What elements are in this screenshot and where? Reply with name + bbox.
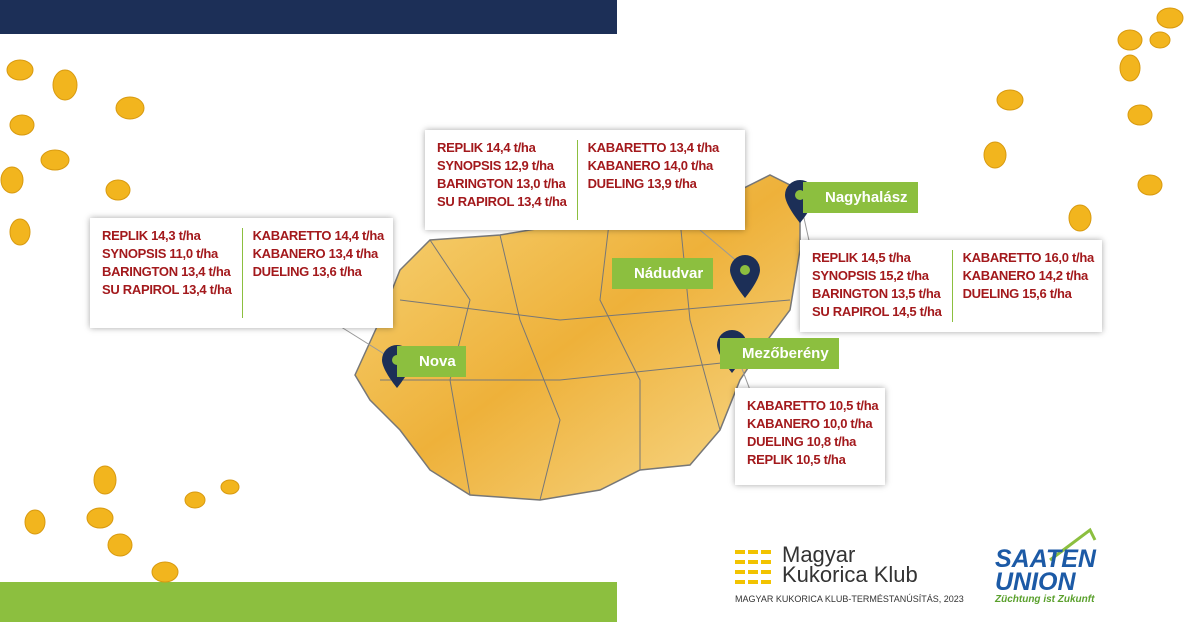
result-item: SU RAPIROL 14,5 t/ha: [812, 304, 942, 319]
bottom-bar: [0, 582, 617, 622]
logo-text: UNION: [995, 568, 1076, 596]
result-item: REPLIK 14,5 t/ha: [812, 250, 911, 265]
logo-caption: MAGYAR KUKORICA KLUB-TERMÉSTANÚSÍTÁS, 20…: [735, 594, 964, 604]
logo-text: Magyar: [782, 542, 856, 567]
result-item: KABANERO 13,4 t/ha: [252, 246, 379, 261]
location-label: Nádudvar: [612, 258, 714, 289]
result-item: KABANERO 10,0 t/ha: [747, 416, 873, 431]
top-bar: [0, 0, 617, 34]
location-label: Nova: [397, 346, 466, 377]
logo-text: Kukorica Klub: [782, 562, 918, 587]
result-item: KABARETTO 16,0 t/ha: [962, 250, 1095, 265]
logo-slogan: Züchtung ist Zukunft: [995, 594, 1095, 605]
result-item: SU RAPIROL 13,4 t/ha: [437, 194, 567, 209]
result-box: REPLIK 14,3 t/ha SYNOPSIS 11,0 t/ha BARING…: [90, 218, 393, 328]
result-item: KABARETTO 10,5 t/ha: [747, 398, 879, 413]
result-item: KABARETTO 14,4 t/ha: [252, 228, 385, 243]
result-box: KABARETTO 10,5 t/ha KABANERO 10,0 t/ha DUE…: [735, 388, 885, 485]
location-label: Nagyhalász: [803, 182, 918, 213]
result-column: KABARETTO 13,4 t/ha KABANERO 14,0 t/ha DUE…: [576, 140, 729, 220]
result-item: DUELING 13,6 t/ha: [252, 264, 362, 279]
result-item: BARINGTON 13,5 t/ha: [812, 286, 941, 301]
result-item: SYNOPSIS 12,9 t/ha: [437, 158, 554, 173]
result-item: KABANERO 14,2 t/ha: [962, 268, 1089, 283]
result-box: REPLIK 14,4 t/ha SYNOPSIS 12,9 t/ha BARING…: [425, 130, 745, 230]
location-label: Mezőberény: [720, 338, 839, 369]
result-column: KABARETTO 10,5 t/ha KABANERO 10,0 t/ha DUE…: [747, 398, 888, 475]
logo-text: SAATEN: [995, 545, 1096, 573]
result-column: REPLIK 14,3 t/ha SYNOPSIS 11,0 t/ha BARING…: [102, 228, 242, 318]
result-item: BARINGTON 13,0 t/ha: [437, 176, 566, 191]
result-item: SU RAPIROL 13,4 t/ha: [102, 282, 232, 297]
mkk-logo: Magyar Kukorica Klub: [782, 542, 918, 587]
result-item: DUELING 15,6 t/ha: [962, 286, 1072, 301]
result-column: KABARETTO 14,4 t/ha KABANERO 13,4 t/ha DUE…: [241, 228, 394, 318]
mkk-logo-mark: [735, 550, 771, 584]
result-item: SYNOPSIS 15,2 t/ha: [812, 268, 929, 283]
corn-kernels: [0, 7, 1184, 583]
saaten-logo: SAATEN UNION Züchtung ist Zukunft: [995, 545, 1096, 606]
result-item: REPLIK 10,5 t/ha: [747, 452, 846, 467]
result-column: REPLIK 14,4 t/ha SYNOPSIS 12,9 t/ha BARING…: [437, 140, 577, 220]
result-item: DUELING 10,8 t/ha: [747, 434, 857, 449]
result-item: KABARETTO 13,4 t/ha: [587, 140, 720, 155]
result-box: REPLIK 14,5 t/ha SYNOPSIS 15,2 t/ha BARING…: [800, 240, 1102, 332]
result-item: DUELING 13,9 t/ha: [587, 176, 697, 191]
result-column: KABARETTO 16,0 t/ha KABANERO 14,2 t/ha DUE…: [951, 250, 1104, 322]
result-item: REPLIK 14,3 t/ha: [102, 228, 201, 243]
result-item: KABANERO 14,0 t/ha: [587, 158, 714, 173]
result-item: BARINGTON 13,4 t/ha: [102, 264, 231, 279]
result-item: REPLIK 14,4 t/ha: [437, 140, 536, 155]
result-column: REPLIK 14,5 t/ha SYNOPSIS 15,2 t/ha BARING…: [812, 250, 952, 322]
result-item: SYNOPSIS 11,0 t/ha: [102, 246, 218, 261]
county-borders: [380, 214, 791, 501]
